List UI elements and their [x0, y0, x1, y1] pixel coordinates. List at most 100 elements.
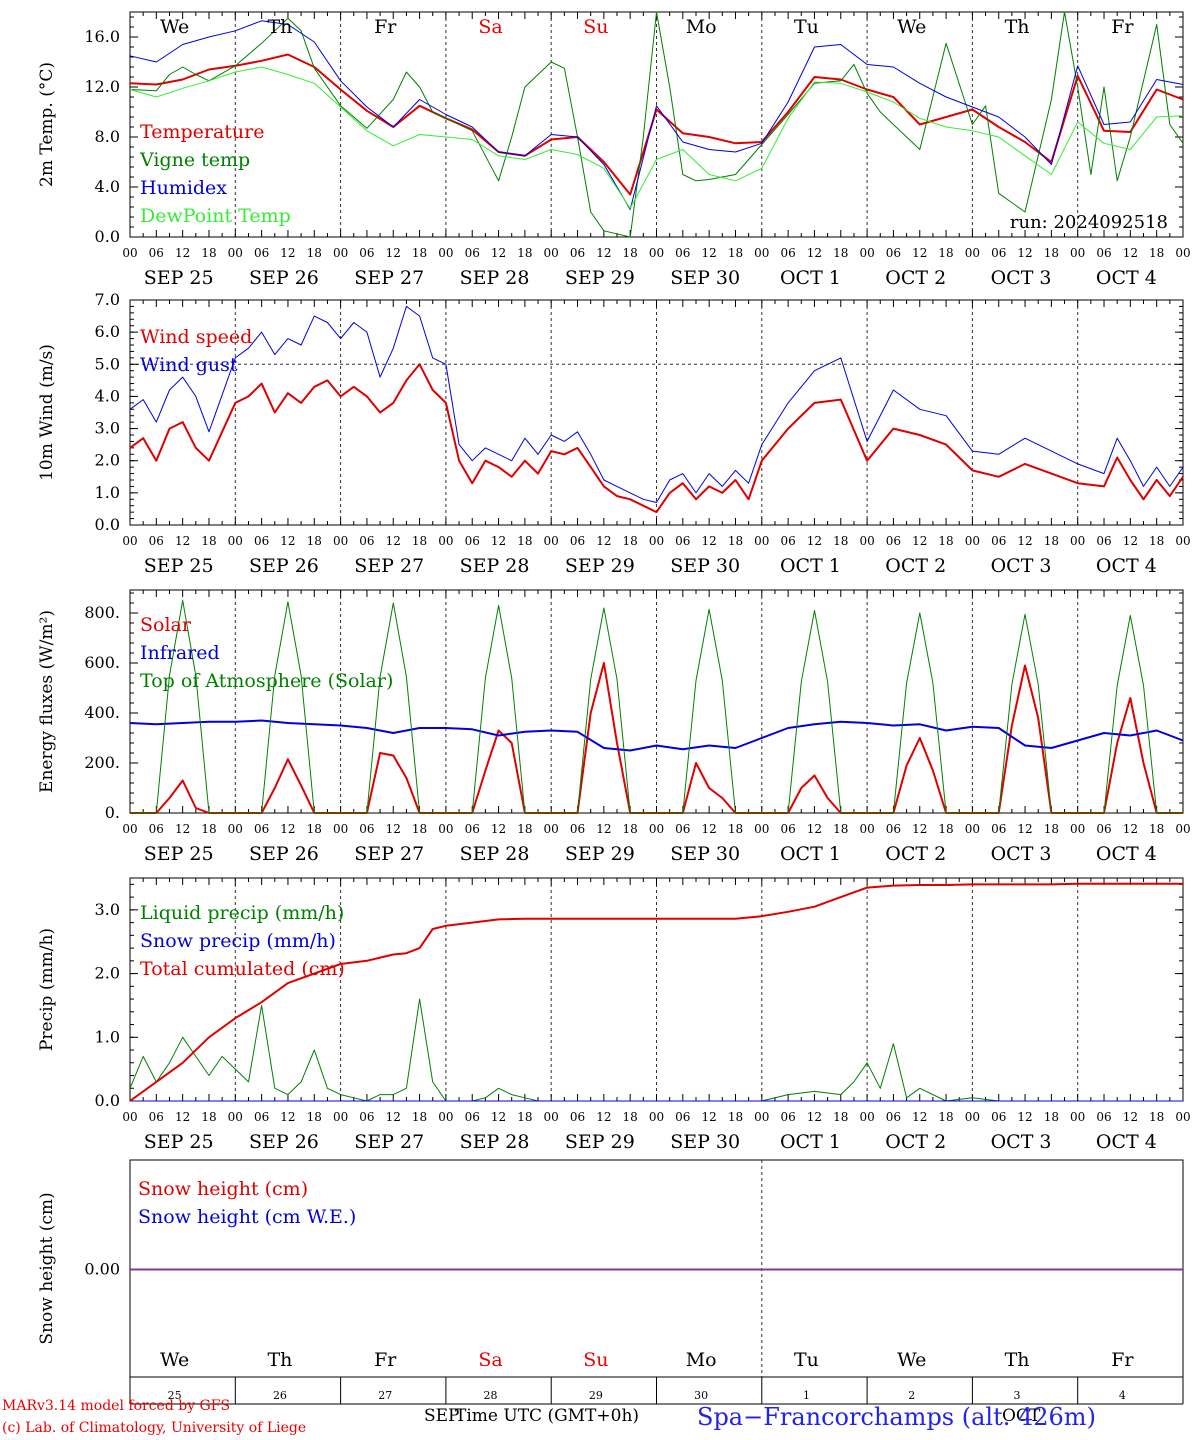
day-name-top: We [897, 16, 926, 38]
hour-label: 06 [675, 246, 690, 260]
hour-label: 06 [1096, 246, 1111, 260]
hour-label: 00 [649, 822, 664, 836]
hour-label: 18 [1149, 822, 1164, 836]
hour-label: 12 [912, 246, 927, 260]
hour-label: 00 [1070, 822, 1085, 836]
hour-label: 18 [833, 822, 848, 836]
date-label: SEP 28 [460, 267, 530, 289]
day-number: 2 [908, 1389, 915, 1402]
hour-label: 12 [1123, 1110, 1138, 1124]
hour-label: 12 [702, 1110, 717, 1124]
hour-label: 18 [1044, 534, 1059, 548]
hour-label: 06 [780, 246, 795, 260]
date-label: OCT 3 [991, 267, 1052, 289]
legend-entry: DewPoint Temp [140, 205, 291, 227]
day-name-top: Sa [478, 16, 502, 38]
hour-label: 06 [149, 534, 164, 548]
hour-label: 18 [412, 534, 427, 548]
month-label-left: SEP [424, 1406, 460, 1426]
hour-label: 18 [938, 1110, 953, 1124]
hour-label: 06 [886, 246, 901, 260]
hour-label: 12 [491, 1110, 506, 1124]
hour-label: 18 [201, 246, 216, 260]
hour-label: 12 [912, 822, 927, 836]
y-tick-label: 5.0 [95, 354, 120, 373]
day-name-bottom: Mo [686, 1349, 717, 1371]
date-label: OCT 2 [885, 1131, 946, 1153]
hour-label: 00 [649, 534, 664, 548]
hour-label: 06 [570, 246, 585, 260]
day-name-bottom: Sa [478, 1349, 502, 1371]
y-tick-label: 2.0 [95, 451, 120, 470]
hour-label: 12 [912, 534, 927, 548]
hour-label: 00 [544, 1110, 559, 1124]
y-tick-label: 0. [105, 803, 120, 822]
y-tick-label: 200. [84, 753, 120, 772]
y-tick-label: 16.0 [84, 27, 120, 46]
date-label: SEP 30 [670, 1131, 740, 1153]
date-label: SEP 26 [249, 555, 319, 577]
date-label: OCT 3 [991, 843, 1052, 865]
hour-label: 06 [254, 246, 269, 260]
y-axis-label: Precip (mm/h) [37, 928, 57, 1051]
legend-entry: Wind gust [140, 354, 238, 376]
hour-label: 12 [596, 246, 611, 260]
hour-label: 12 [280, 246, 295, 260]
hour-label: 18 [623, 534, 638, 548]
hour-label: 06 [1096, 822, 1111, 836]
hour-label: 06 [359, 534, 374, 548]
y-axis-label: Energy fluxes (W/m²) [37, 610, 57, 793]
date-label: SEP 29 [565, 267, 635, 289]
hour-label: 00 [333, 1110, 348, 1124]
y-tick-label: 0.0 [95, 1091, 120, 1110]
hour-label: 06 [359, 246, 374, 260]
lab-credit: (c) Lab. of Climatology, University of L… [2, 1420, 307, 1436]
hour-label: 00 [228, 1110, 243, 1124]
hour-label: 06 [991, 822, 1006, 836]
hour-label: 18 [412, 822, 427, 836]
date-label: OCT 4 [1096, 1131, 1157, 1153]
y-tick-label: 3.0 [95, 419, 120, 438]
hour-label: 18 [728, 534, 743, 548]
date-label: SEP 28 [460, 843, 530, 865]
hour-label: 06 [675, 1110, 690, 1124]
day-number: 30 [694, 1389, 708, 1402]
run-label: run: 2024092518 [1010, 212, 1168, 233]
series-line-liquid-precip-mm-h- [129, 998, 1183, 1102]
date-label: SEP 25 [144, 267, 214, 289]
date-label: SEP 26 [249, 1131, 319, 1153]
hour-label: 18 [307, 534, 322, 548]
hour-label: 18 [517, 246, 532, 260]
hour-label: 00 [754, 534, 769, 548]
hour-label: 18 [517, 534, 532, 548]
plot-frame [129, 11, 1184, 238]
hour-label: 12 [175, 1110, 190, 1124]
hour-label: 00 [965, 534, 980, 548]
date-label: SEP 27 [354, 843, 424, 865]
hour-label: 12 [386, 822, 401, 836]
day-number: 27 [378, 1389, 392, 1402]
hour-label: 18 [412, 246, 427, 260]
hour-label: 18 [623, 246, 638, 260]
hour-label: 00 [754, 246, 769, 260]
hour-label: 18 [938, 822, 953, 836]
hour-label: 12 [386, 1110, 401, 1124]
plot-frame [129, 589, 1184, 814]
hour-label: 06 [991, 246, 1006, 260]
hour-label: 12 [1017, 822, 1032, 836]
hour-label: 12 [386, 246, 401, 260]
hour-label: 06 [886, 534, 901, 548]
hour-label: 00 [1175, 1110, 1190, 1124]
hour-label: 12 [1123, 822, 1138, 836]
legend-entry: Solar [140, 614, 192, 636]
date-label: OCT 2 [885, 267, 946, 289]
model-credit: MARv3.14 model forced by GFS [2, 1398, 231, 1414]
legend-entry: Temperature [140, 121, 264, 143]
date-label: SEP 26 [249, 267, 319, 289]
hour-label: 06 [465, 534, 480, 548]
legend-entry: Snow precip (mm/h) [140, 930, 336, 952]
hour-label: 18 [623, 1110, 638, 1124]
day-number: 3 [1014, 1389, 1021, 1402]
hour-label: 00 [122, 822, 137, 836]
hour-label: 18 [307, 822, 322, 836]
